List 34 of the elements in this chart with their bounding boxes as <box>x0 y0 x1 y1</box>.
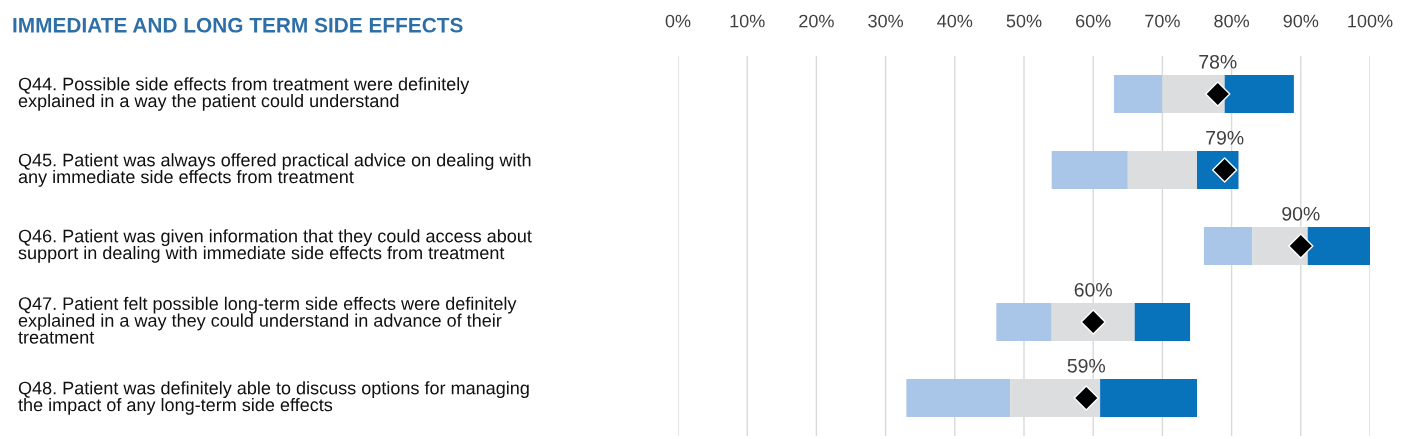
data-label: 60% <box>1074 282 1112 297</box>
x-tick-label: 70% <box>1145 14 1180 28</box>
data-label: 78% <box>1199 54 1237 69</box>
x-tick-label: 30% <box>868 14 904 28</box>
y-tick-label: Q48. Patient was definitely able to discuss options for managing the impact of any long-term side effects <box>18 381 529 415</box>
bar <box>1224 75 1294 113</box>
point <box>1205 81 1231 107</box>
x-tick-label: 50% <box>1006 14 1042 28</box>
bar <box>906 379 1011 417</box>
data-label: 90% <box>1282 206 1320 221</box>
x-tick-label: 90% <box>1283 14 1319 28</box>
bar <box>1100 379 1197 417</box>
x-tick-label: 10% <box>730 14 765 28</box>
x-tick-label: 80% <box>1214 14 1250 28</box>
point <box>1288 233 1314 259</box>
x-tick-label: 100% <box>1348 14 1393 28</box>
bar <box>1134 303 1191 341</box>
data-label: 59% <box>1067 358 1106 373</box>
y-tick-label: Q46. Patient was given information that they could access about support in dealing with immediate side effects from treatment <box>18 229 532 263</box>
bar <box>1051 151 1128 189</box>
text: IMMEDIATE AND LONG TERM SIDE EFFECTS <box>13 17 463 33</box>
y-tick-label: Q44. Possible side effects from treatment were definitely explained in a way the patient could understand <box>18 77 470 111</box>
y-tick-label: Q45. Patient was always offered practical advice on dealing with any immediate side effects from treatment <box>18 153 531 187</box>
x-tick-label: 0% <box>665 14 691 28</box>
y-tick-label: Q47. Patient felt possible long-term side effects were definitely explained in a way they could understand in advance of their treatment <box>18 296 517 344</box>
x-tick-label: 60% <box>1076 14 1111 28</box>
bar <box>1113 75 1163 113</box>
data-label: 79% <box>1206 130 1244 145</box>
point <box>1073 385 1100 411</box>
bar <box>1203 227 1253 265</box>
bar <box>1307 227 1370 265</box>
x-tick-label: 40% <box>937 14 973 28</box>
bar <box>996 303 1052 341</box>
x-tick-label: 20% <box>799 14 834 28</box>
